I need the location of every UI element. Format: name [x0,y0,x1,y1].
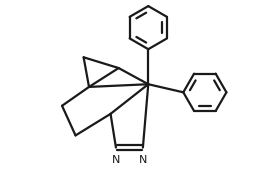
Text: N: N [112,155,120,165]
Text: N: N [139,155,147,165]
